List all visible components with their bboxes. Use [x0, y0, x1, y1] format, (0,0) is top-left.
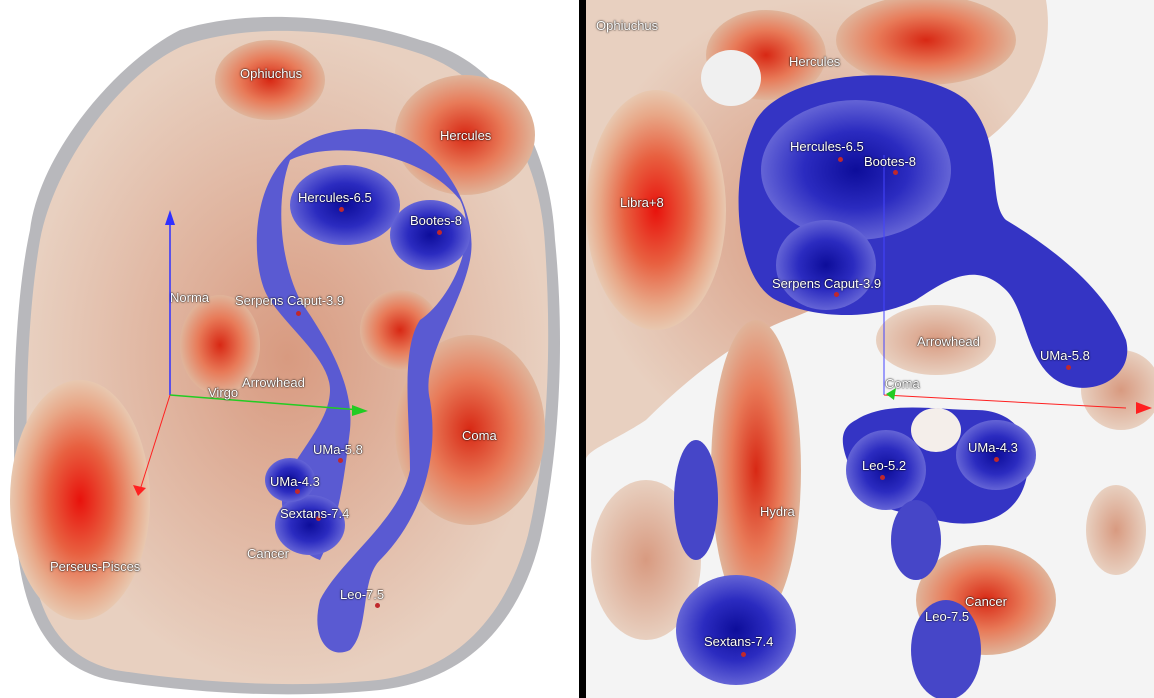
- label-norma: Norma: [170, 290, 210, 305]
- label-bootes-8: Bootes-8: [410, 213, 463, 228]
- uma-4.3-marker-r: [994, 457, 999, 462]
- left-viewport[interactable]: Ophiuchus Hercules Hercules-6.5 Bootes-8…: [0, 0, 579, 698]
- leo-5.2-marker-r: [880, 475, 885, 480]
- label-cancer: Cancer: [247, 546, 289, 561]
- label-coma: Coma: [462, 428, 497, 443]
- label-serpens-caput-r: Serpens Caput-3.9: [772, 276, 882, 291]
- label-hercules-6.5: Hercules-6.5: [298, 190, 372, 205]
- label-coma-r: Coma: [885, 376, 920, 391]
- uma-4.3-marker: [295, 489, 300, 494]
- bootes-8-marker: [437, 230, 442, 235]
- label-hercules: Hercules: [440, 128, 492, 143]
- label-sextans-7.4-r: Sextans-7.4: [704, 634, 774, 649]
- label-uma-4.3-r: UMa-4.3: [968, 440, 1018, 455]
- label-libra-8-r: Libra+8: [620, 195, 664, 210]
- label-cancer-r: Cancer: [965, 594, 1007, 609]
- label-leo-7.5-r: Leo-7.5: [925, 609, 970, 624]
- label-uma-4.3: UMa-4.3: [270, 474, 320, 489]
- label-hercules-6.5-r: Hercules-6.5: [790, 139, 864, 154]
- label-uma-5.8: UMa-5.8: [313, 442, 363, 457]
- label-arrowhead-r: Arrowhead: [917, 334, 980, 349]
- label-hercules-r: Hercules: [789, 54, 841, 69]
- sextans-7.4-marker: [316, 516, 321, 521]
- label-leo-5.2-r: Leo-5.2: [862, 458, 907, 473]
- label-hydra-r: Hydra: [760, 504, 795, 519]
- hercules-6.5-marker-r: [838, 157, 843, 162]
- label-uma-5.8-r: UMa-5.8: [1040, 348, 1090, 363]
- bootes-8-marker-r: [893, 170, 898, 175]
- serpens-caput-marker: [296, 311, 301, 316]
- label-sextans-7.4: Sextans-7.4: [280, 506, 350, 521]
- label-perseus-pisces: Perseus-Pisces: [50, 559, 141, 574]
- right-viewport[interactable]: Ophiuchus Hercules Hercules-6.5 Bootes-8…: [586, 0, 1154, 698]
- label-leo-7.5: Leo-7.5: [340, 587, 385, 602]
- sextans-7.4-marker-r: [741, 652, 746, 657]
- uma-5.8-marker: [338, 458, 343, 463]
- label-serpens-caput: Serpens Caput-3.9: [235, 293, 345, 308]
- right-density-render: [586, 0, 1154, 698]
- label-virgo: Virgo: [208, 385, 239, 400]
- label-arrowhead: Arrowhead: [242, 375, 305, 390]
- panel-divider: [579, 0, 586, 698]
- serpens-caput-marker-r: [834, 292, 839, 297]
- left-density-render: [10, 16, 561, 695]
- label-ophiuchus: Ophiuchus: [240, 66, 303, 81]
- label-ophiuchus-r: Ophiuchus: [596, 18, 659, 33]
- hercules-6.5-marker: [339, 207, 344, 212]
- label-bootes-8-r: Bootes-8: [864, 154, 917, 169]
- leo-7.5-marker: [375, 603, 380, 608]
- uma-5.8-marker-r: [1066, 365, 1071, 370]
